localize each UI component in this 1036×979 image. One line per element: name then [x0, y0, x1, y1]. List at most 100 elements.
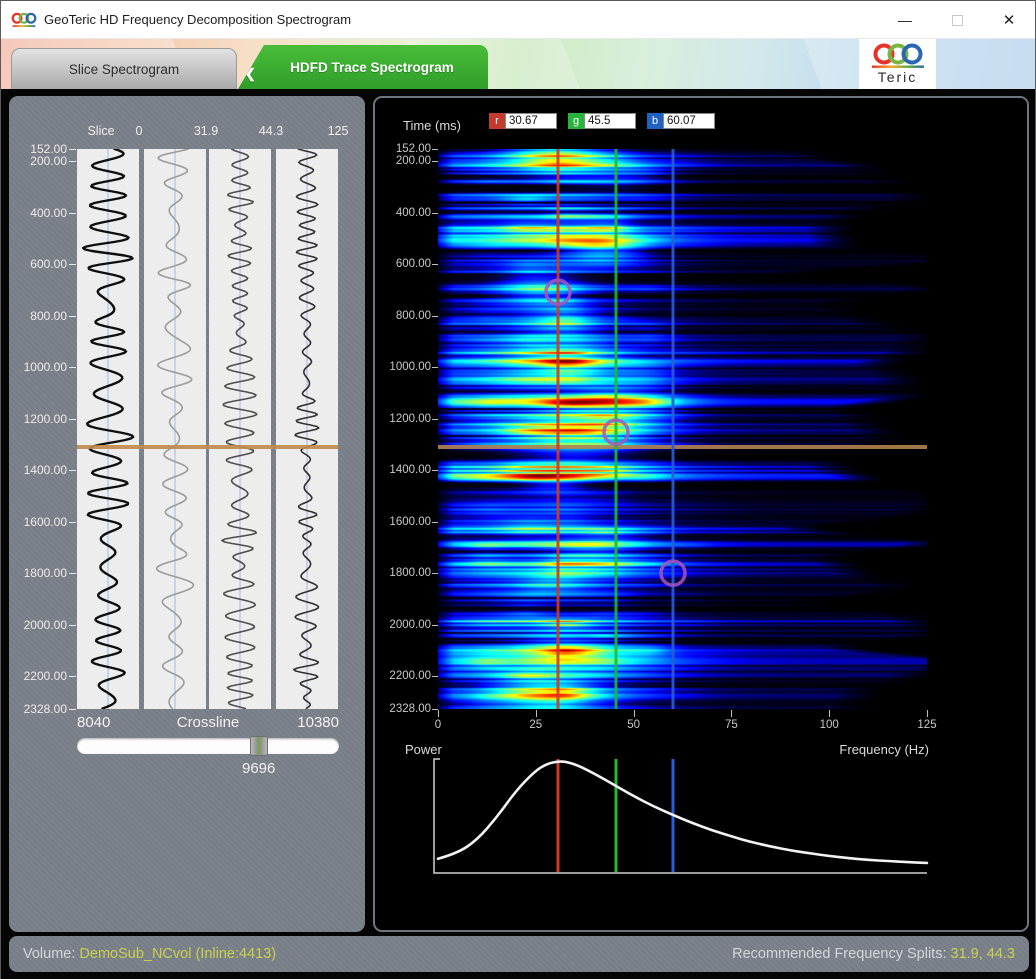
geoteric-rings-icon [871, 43, 925, 69]
time-tick-label: 1800.00 [11, 566, 67, 580]
time-tick-mark [432, 149, 438, 150]
column-boundary-label: 31.9 [194, 124, 218, 138]
close-button[interactable]: ✕ [983, 1, 1035, 39]
main-content: Slice 0 31.9 44.3 125 152.00200.00 400.00 600… [1, 89, 1035, 979]
time-tick-mark [69, 470, 76, 471]
window-controls: — ✕ [879, 1, 1035, 39]
seismic-trace [209, 149, 271, 709]
seismic-trace [276, 149, 338, 709]
geoteric-wordmark: Teric [878, 69, 918, 85]
geoteric-logo-icon [11, 11, 37, 29]
time-tick-label: 2200.00 [11, 669, 67, 683]
app-window: GeoTeric HD Frequency Decomposition Spec… [0, 0, 1036, 979]
trace-panel: Slice 031.944.3125 152.00200.00400.00600… [9, 96, 365, 932]
trace-column [209, 149, 271, 709]
time-tick-mark [432, 264, 438, 265]
freq-tick-label: 0 [418, 719, 458, 731]
volume-value: DemoSub_NCvol (Inline:4413) [79, 946, 276, 962]
time-tick-label: 600.00 [375, 258, 431, 271]
crossline-slider[interactable] [77, 738, 339, 754]
time-tick-label: 1400.00 [375, 464, 431, 477]
time-tick-mark [432, 419, 438, 420]
minimize-button[interactable]: — [879, 1, 931, 39]
freq-tick-label: 50 [614, 719, 654, 731]
time-tick-mark [432, 316, 438, 317]
recommend-value: 31.9, 44.3 [951, 946, 1016, 962]
rgb-b-value[interactable]: 60.07 [663, 113, 715, 129]
time-tick-label: 800.00 [375, 310, 431, 323]
freq-tick-mark [536, 710, 537, 717]
time-tick-label: 200.00 [375, 155, 431, 168]
freq-tick-mark [927, 710, 928, 717]
freq-tick-mark [634, 710, 635, 717]
chevron-left-icon: ❮ [245, 66, 256, 82]
time-tick-label: 1200.00 [375, 413, 431, 426]
time-tick-mark [432, 625, 438, 626]
column-boundary-label: 44.3 [259, 124, 283, 138]
maximize-icon [952, 15, 963, 26]
tab-slice-spectrogram[interactable]: Slice Spectrogram [11, 48, 237, 89]
seismic-trace [77, 149, 139, 709]
time-tick-mark [69, 573, 76, 574]
freq-tick-label: 25 [516, 719, 556, 731]
geoteric-logo: Teric [859, 39, 936, 89]
crossline-slider-handle[interactable] [250, 736, 268, 756]
freq-tick-label: 75 [711, 719, 751, 731]
time-crosshair-line[interactable] [77, 445, 338, 449]
time-tick-label: 2328.00 [375, 703, 431, 716]
rgb-b-chip: b [647, 113, 663, 129]
freq-tick-label: 100 [809, 719, 849, 731]
time-tick-mark [432, 161, 438, 162]
rgb-frequency-values: r30.67 g45.5 b60.07 [489, 113, 715, 129]
time-tick-mark [69, 367, 76, 368]
time-tick-label: 2328.00 [11, 702, 67, 716]
time-tick-mark [432, 522, 438, 523]
time-tick-mark [69, 419, 76, 420]
status-bar: Volume: DemoSub_NCvol (Inline:4413) Reco… [9, 936, 1029, 972]
time-tick-label: 400.00 [11, 206, 67, 220]
recommend-label: Recommended Frequency Splits: [732, 946, 950, 962]
time-tick-mark [69, 709, 76, 710]
column-boundary-label: 125 [328, 124, 349, 138]
time-tick-mark [432, 573, 438, 574]
time-tick-mark [432, 676, 438, 677]
rgb-g-value[interactable]: 45.5 [584, 113, 636, 129]
slice-label: Slice [87, 124, 114, 138]
rgb-channel-r: r30.67 [489, 113, 557, 129]
time-axis-label: Time (ms) [403, 118, 461, 133]
time-tick-mark [69, 676, 76, 677]
trace-column [144, 149, 206, 709]
time-tick-mark [69, 149, 76, 150]
spectrogram-panel: r30.67 g45.5 b60.07 Time (ms) 152.00200.00… [373, 96, 1029, 932]
time-tick-label: 800.00 [11, 309, 67, 323]
rgb-channel-g: g45.5 [568, 113, 636, 129]
maximize-button[interactable] [931, 1, 983, 39]
time-tick-label: 1000.00 [375, 361, 431, 374]
time-tick-mark [69, 625, 76, 626]
tab-hdfd-trace-spectrogram[interactable]: ❮ HDFD Trace Spectrogram [238, 45, 488, 89]
frequency-axis-label: Frequency (Hz) [789, 742, 929, 757]
time-tick-mark [69, 522, 76, 523]
freq-tick-mark [731, 710, 732, 717]
time-tick-mark [432, 213, 438, 214]
freq-tick-mark [829, 710, 830, 717]
time-tick-label: 152.00 [375, 143, 431, 156]
rgb-r-value[interactable]: 30.67 [505, 113, 557, 129]
window-title: GeoTeric HD Frequency Decomposition Spec… [44, 12, 351, 27]
time-tick-label: 2000.00 [375, 619, 431, 632]
time-tick-label: 600.00 [11, 257, 67, 271]
crossline-value: 9696 [242, 760, 275, 777]
time-tick-label: 1400.00 [11, 463, 67, 477]
time-tick-label: 2200.00 [375, 670, 431, 683]
time-tick-label: 1200.00 [11, 412, 67, 426]
volume-status: Volume: DemoSub_NCvol (Inline:4413) [23, 946, 276, 962]
trace-column [276, 149, 338, 709]
time-tick-mark [69, 161, 76, 162]
time-tick-mark [69, 316, 76, 317]
tab-strip: Slice Spectrogram ❮ HDFD Trace Spectrogr… [1, 39, 1035, 89]
time-tick-label: 1600.00 [375, 516, 431, 529]
volume-label: Volume: [23, 946, 79, 962]
time-tick-label: 2000.00 [11, 618, 67, 632]
spectrogram-heatmap[interactable] [438, 149, 927, 709]
time-tick-label: 400.00 [375, 207, 431, 220]
